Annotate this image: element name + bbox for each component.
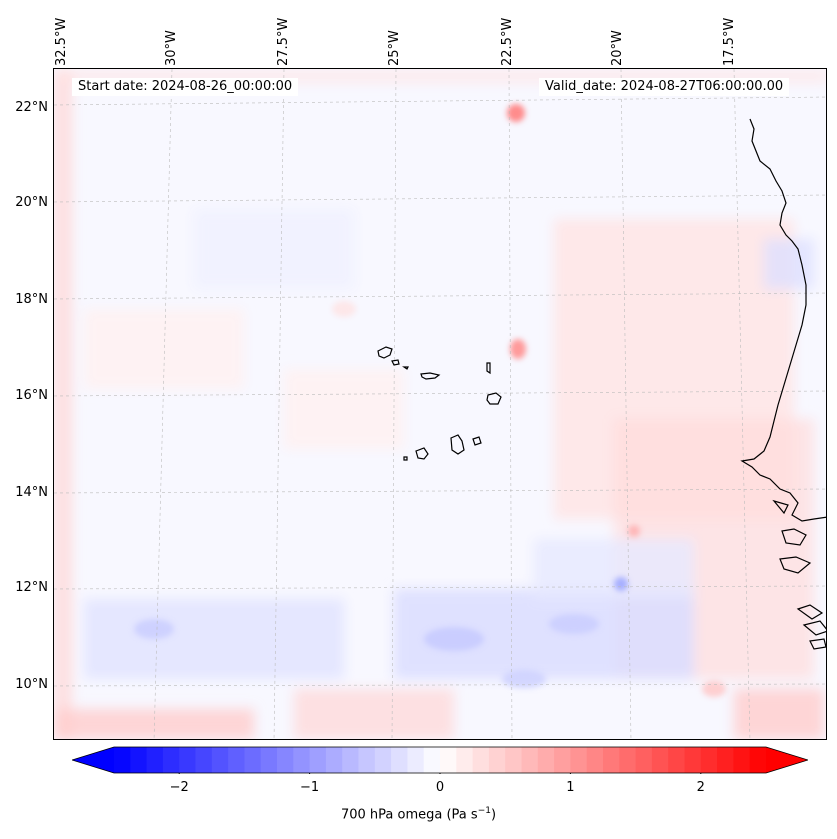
valid-date-label: Valid_date: 2024-08-27T06:00:00.00	[539, 78, 790, 96]
colorbar-segment	[472, 747, 490, 773]
africa-coastline	[740, 118, 826, 650]
meridian-30w	[153, 69, 173, 739]
meridian-27-5w	[273, 69, 285, 739]
colorbar-segment	[211, 747, 229, 773]
lon-label-27-5w: 27.5°W	[276, 17, 291, 66]
omega-colorbar	[72, 746, 808, 774]
colorbar-segment	[733, 747, 751, 773]
lon-label-25w: 25°W	[387, 30, 402, 66]
colorbar-segment	[586, 747, 604, 773]
lon-label-32-5w: 32.5°W	[54, 17, 69, 66]
colorbar-segment	[277, 747, 294, 773]
colorbar-segment	[440, 747, 457, 773]
island-santiago	[450, 434, 465, 455]
colorbar-tick-label: 2	[696, 780, 705, 795]
omega-spots	[134, 104, 726, 697]
coast-island-1	[796, 604, 824, 620]
lon-label-20w: 20°W	[610, 30, 625, 66]
colorbar-segment	[260, 747, 278, 773]
lon-label-22-5w: 22.5°W	[500, 17, 515, 66]
colorbar-label: 700 hPa omega (Pa s−1)	[340, 806, 497, 823]
colorbar-segment	[374, 747, 392, 773]
colorbar-segment	[554, 747, 571, 773]
island-maio	[472, 436, 482, 446]
coast-island-3	[809, 638, 826, 650]
colorbar-segment	[700, 747, 718, 773]
colorbar-segment	[537, 747, 555, 773]
meridian-25w	[391, 69, 397, 739]
island-boa-vista	[486, 392, 502, 405]
colorbar-segment	[293, 747, 311, 773]
lat-label-22n: 22°N	[15, 100, 48, 115]
start-date-label: Start date: 2024-08-26_00:00:00	[72, 78, 299, 96]
omega-patches	[54, 69, 826, 739]
colorbar-segment	[130, 747, 148, 773]
coastline-main	[740, 118, 826, 522]
colorbar-segment	[684, 747, 702, 773]
colorbar-segment	[619, 747, 637, 773]
colorbar-segment	[244, 747, 262, 773]
colorbar-segment	[521, 747, 539, 773]
meridian-22-5w	[508, 69, 513, 739]
colorbar-outline	[72, 746, 808, 774]
island-fogo	[415, 447, 429, 460]
colorbar-segment	[179, 747, 196, 773]
colorbar-segment	[407, 747, 425, 773]
colorbar-segment	[668, 747, 685, 773]
coast-inlet-1	[781, 528, 807, 546]
colorbar-segment	[505, 747, 522, 773]
colorbar-tick-marks	[178, 773, 702, 774]
colorbar-segment	[717, 747, 734, 773]
lat-label-12n: 12°N	[15, 580, 48, 595]
colorbar-extend-high	[766, 747, 808, 773]
colorbar-tick-label: 0	[435, 780, 445, 795]
colorbar-segments	[114, 747, 767, 773]
colorbar-segment	[146, 747, 164, 773]
colorbar-tick-label: −2	[169, 780, 189, 795]
island-santo-antao	[377, 346, 393, 359]
colorbar-segment	[325, 747, 343, 773]
colorbar-segment	[423, 747, 441, 773]
meridian-17-5w	[733, 69, 751, 739]
colorbar-segment	[358, 747, 376, 773]
lat-label-16n: 16°N	[15, 388, 48, 403]
graticule	[54, 69, 826, 739]
island-brava	[403, 456, 408, 461]
island-santa-luzia	[402, 366, 409, 370]
colorbar-extend-low	[72, 747, 114, 773]
colorbar-segment	[342, 747, 359, 773]
lon-label-17-5w: 17.5°W	[722, 17, 737, 66]
colorbar-segment	[195, 747, 213, 773]
colorbar-segment	[391, 747, 408, 773]
colorbar-segment	[570, 747, 588, 773]
coast-inlet-2	[779, 556, 812, 574]
lat-label-14n: 14°N	[15, 485, 48, 500]
colorbar-segment	[456, 747, 474, 773]
colorbar-segment	[603, 747, 620, 773]
colorbar-segment	[749, 747, 767, 773]
lat-label-20n: 20°N	[15, 195, 48, 210]
colorbar-tick-label: −1	[300, 780, 320, 795]
lat-label-10n: 10°N	[15, 677, 48, 692]
omega-field-map	[54, 69, 826, 739]
colorbar-segment	[309, 747, 327, 773]
lon-label-30w: 30°W	[164, 30, 179, 66]
colorbar-segment	[114, 747, 131, 773]
colorbar-segment	[228, 747, 245, 773]
colorbar-tick-label: 1	[566, 780, 575, 795]
island-sao-nicolau	[420, 372, 441, 380]
map-panel[interactable]	[53, 68, 827, 740]
lat-label-18n: 18°N	[15, 292, 48, 307]
colorbar-segment	[635, 747, 653, 773]
cape-verde-islands	[377, 346, 502, 461]
island-sal	[486, 362, 491, 375]
colorbar-segment	[488, 747, 506, 773]
colorbar-segment	[651, 747, 669, 773]
colorbar-segment	[162, 747, 180, 773]
coast-inlet-3	[772, 499, 789, 515]
coast-island-2	[802, 620, 826, 636]
island-sao-vicente	[391, 359, 400, 366]
meridian-20w	[620, 69, 632, 739]
